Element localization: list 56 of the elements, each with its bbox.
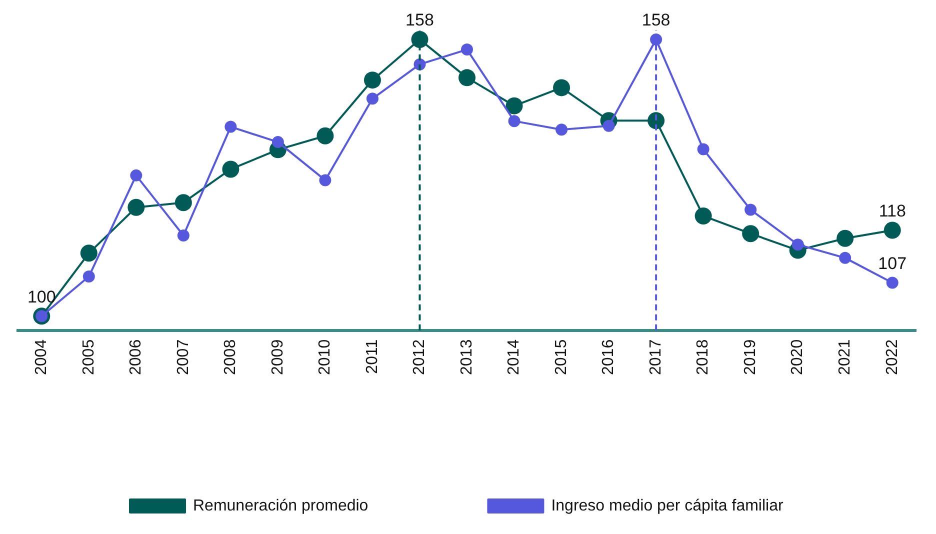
x-tick-label: 2016 bbox=[600, 339, 618, 375]
point bbox=[792, 238, 804, 251]
legend-label: Ingreso medio per cápita familiar bbox=[551, 497, 784, 514]
legend-label: Remuneración promedio bbox=[193, 497, 368, 514]
point bbox=[884, 222, 901, 239]
x-tick-label: 2018 bbox=[694, 339, 712, 375]
point bbox=[411, 31, 428, 48]
point bbox=[839, 252, 852, 264]
x-tick-label: 2007 bbox=[174, 339, 192, 375]
point bbox=[694, 207, 712, 224]
x-tick-label: 2021 bbox=[836, 339, 854, 375]
point bbox=[556, 124, 568, 136]
x-tick-label: 2010 bbox=[316, 339, 334, 375]
x-tick-label: 2005 bbox=[80, 339, 98, 375]
data-label: 100 bbox=[27, 287, 56, 306]
point bbox=[461, 44, 473, 56]
x-tick-label: 2008 bbox=[222, 339, 240, 375]
x-tick-label: 2015 bbox=[552, 339, 570, 375]
point bbox=[222, 160, 240, 178]
point bbox=[744, 204, 757, 216]
x-tick-label: 2014 bbox=[506, 339, 523, 375]
x-tick-label: 2017 bbox=[647, 339, 664, 375]
data-label: 158 bbox=[642, 10, 670, 30]
x-tick-label: 2019 bbox=[742, 339, 759, 375]
point bbox=[697, 143, 710, 156]
point bbox=[364, 72, 381, 89]
point bbox=[506, 97, 523, 114]
point bbox=[366, 92, 378, 105]
point bbox=[508, 115, 520, 128]
point bbox=[80, 244, 98, 262]
x-tick-label: 2020 bbox=[789, 339, 806, 375]
point bbox=[224, 120, 237, 133]
point bbox=[836, 230, 854, 247]
x-tick-label: 2013 bbox=[458, 339, 476, 375]
point bbox=[82, 270, 95, 283]
point bbox=[553, 79, 570, 96]
x-tick-label: 2004 bbox=[33, 339, 50, 375]
x-tick-label: 2006 bbox=[128, 339, 145, 375]
point bbox=[458, 69, 476, 86]
point bbox=[648, 112, 665, 130]
point bbox=[742, 225, 760, 242]
data-label: 158 bbox=[406, 10, 434, 30]
point bbox=[174, 194, 192, 212]
point bbox=[177, 230, 190, 242]
point bbox=[130, 169, 142, 182]
x-tick-label: 2011 bbox=[364, 339, 381, 374]
point bbox=[316, 127, 334, 144]
x-tick-label: 2012 bbox=[411, 339, 428, 375]
point bbox=[272, 136, 284, 148]
x-tick-label: 2022 bbox=[884, 339, 901, 375]
point bbox=[128, 198, 145, 216]
data-label: 107 bbox=[878, 254, 907, 273]
point bbox=[319, 174, 332, 186]
data-label: 118 bbox=[878, 201, 906, 220]
x-tick-label: 2009 bbox=[269, 339, 286, 375]
point bbox=[886, 276, 898, 289]
